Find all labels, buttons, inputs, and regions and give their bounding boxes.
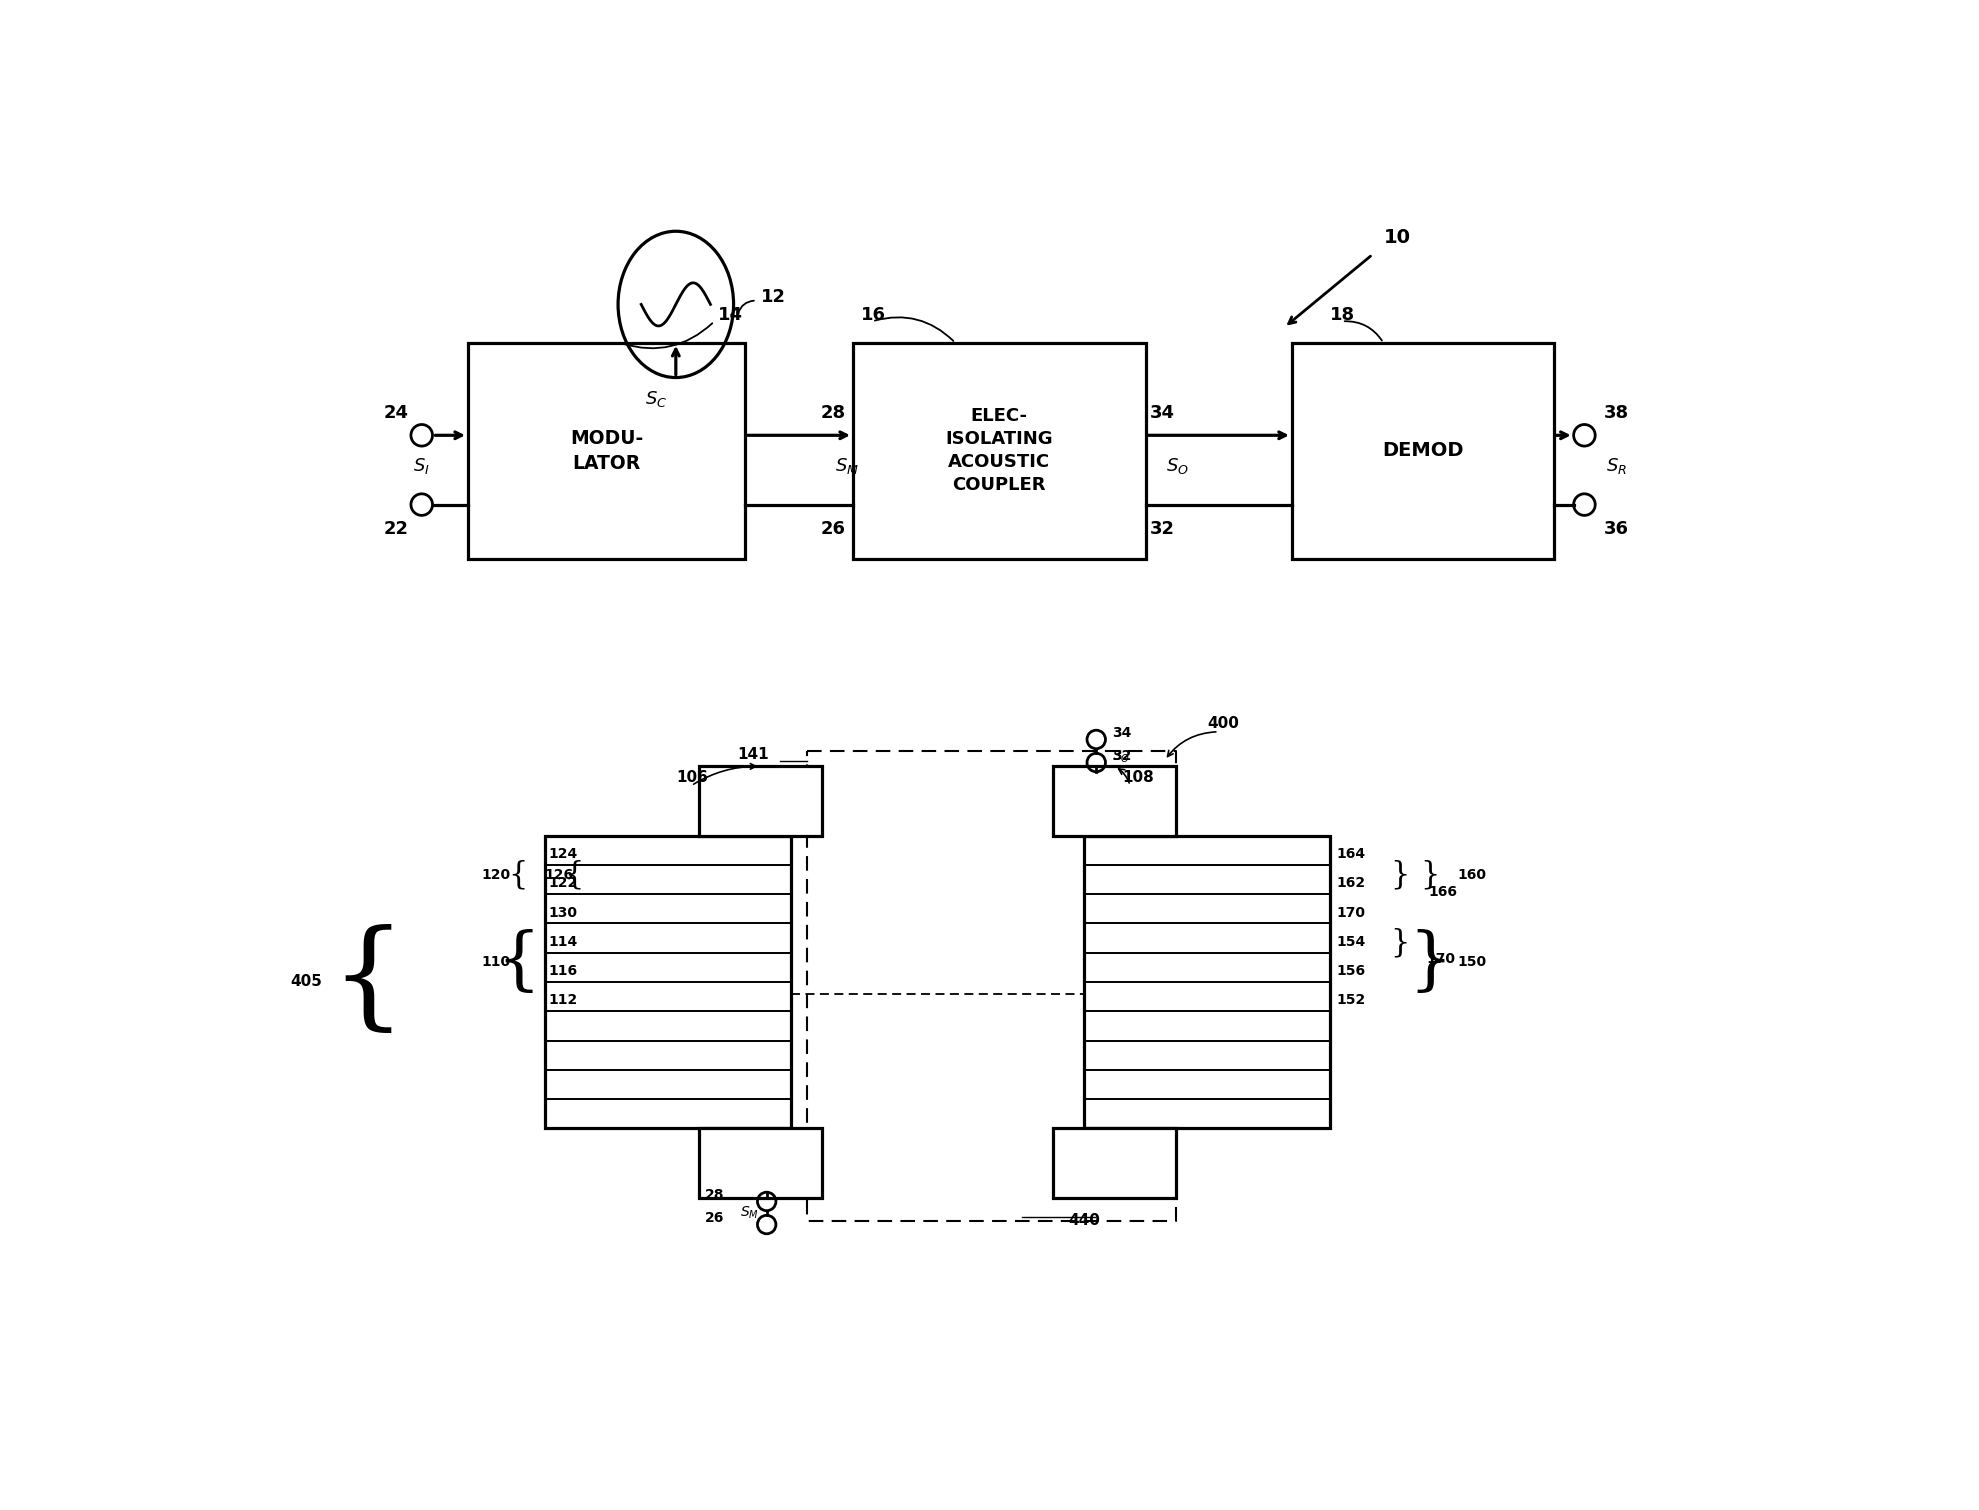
Text: {: { xyxy=(509,859,528,889)
Text: 26: 26 xyxy=(705,1211,724,1226)
Text: 405: 405 xyxy=(291,974,323,989)
Text: 400: 400 xyxy=(1207,716,1239,731)
Text: 116: 116 xyxy=(548,965,578,978)
Text: }: } xyxy=(1409,929,1453,995)
Text: $S_C$: $S_C$ xyxy=(645,390,667,409)
Text: ELEC-
ISOLATING
ACOUSTIC
COUPLER: ELEC- ISOLATING ACOUSTIC COUPLER xyxy=(946,408,1053,494)
Text: 160: 160 xyxy=(1457,868,1486,882)
Text: 28: 28 xyxy=(821,405,845,423)
Text: 16: 16 xyxy=(861,307,887,323)
Text: 130: 130 xyxy=(548,906,578,920)
Text: 166: 166 xyxy=(1429,885,1459,898)
Text: 26: 26 xyxy=(821,519,845,538)
Bar xyxy=(544,835,792,1128)
Text: $S_R$: $S_R$ xyxy=(1607,456,1627,476)
Text: DEMOD: DEMOD xyxy=(1381,441,1464,461)
Text: 124: 124 xyxy=(548,847,578,861)
Text: 32: 32 xyxy=(1150,519,1174,538)
Text: 164: 164 xyxy=(1336,847,1366,861)
Text: {: { xyxy=(330,924,406,1039)
Text: 18: 18 xyxy=(1330,307,1356,323)
Text: 22: 22 xyxy=(384,519,408,538)
Text: 440: 440 xyxy=(1069,1213,1100,1228)
Text: 106: 106 xyxy=(675,770,708,785)
Text: MODU-
LATOR: MODU- LATOR xyxy=(570,429,643,473)
Text: $S_M$: $S_M$ xyxy=(740,1205,758,1222)
Text: 170: 170 xyxy=(1336,906,1366,920)
Text: 112: 112 xyxy=(548,994,578,1007)
Text: 152: 152 xyxy=(1336,994,1366,1007)
Bar xyxy=(1053,767,1176,835)
Text: 110: 110 xyxy=(481,956,511,969)
Text: 162: 162 xyxy=(1336,876,1366,891)
Bar xyxy=(699,767,821,835)
Text: 141: 141 xyxy=(738,747,770,761)
Text: 14: 14 xyxy=(718,307,744,323)
Text: 170: 170 xyxy=(1427,951,1457,965)
Text: }: } xyxy=(1389,927,1409,959)
Text: 38: 38 xyxy=(1603,405,1629,423)
Text: 28: 28 xyxy=(705,1188,724,1202)
Text: }: } xyxy=(1389,859,1409,889)
Text: 108: 108 xyxy=(1122,770,1154,785)
Text: $S_M$: $S_M$ xyxy=(835,456,859,476)
Text: {: { xyxy=(497,929,540,995)
Text: 32: 32 xyxy=(1112,749,1132,764)
Bar xyxy=(699,1128,821,1197)
Bar xyxy=(853,343,1146,559)
Text: }: } xyxy=(1421,859,1441,889)
Bar xyxy=(1292,343,1554,559)
Text: 122: 122 xyxy=(548,876,578,891)
Bar xyxy=(1084,835,1330,1128)
Text: {: { xyxy=(564,859,584,889)
Bar xyxy=(1053,1128,1176,1197)
Text: 126: 126 xyxy=(544,868,574,882)
Text: 120: 120 xyxy=(481,868,511,882)
Text: 12: 12 xyxy=(760,288,786,305)
Text: 154: 154 xyxy=(1336,935,1366,948)
Text: $S_O$: $S_O$ xyxy=(1166,456,1189,476)
Text: 150: 150 xyxy=(1457,956,1486,969)
Text: 24: 24 xyxy=(384,405,408,423)
Text: 114: 114 xyxy=(548,935,578,948)
Bar xyxy=(467,343,746,559)
Text: $S_O$: $S_O$ xyxy=(1112,749,1130,766)
Text: 10: 10 xyxy=(1383,228,1411,246)
Text: $S_I$: $S_I$ xyxy=(414,456,429,476)
Text: 34: 34 xyxy=(1150,405,1174,423)
Text: 156: 156 xyxy=(1336,965,1366,978)
Text: 34: 34 xyxy=(1112,726,1132,740)
Text: 36: 36 xyxy=(1603,519,1629,538)
